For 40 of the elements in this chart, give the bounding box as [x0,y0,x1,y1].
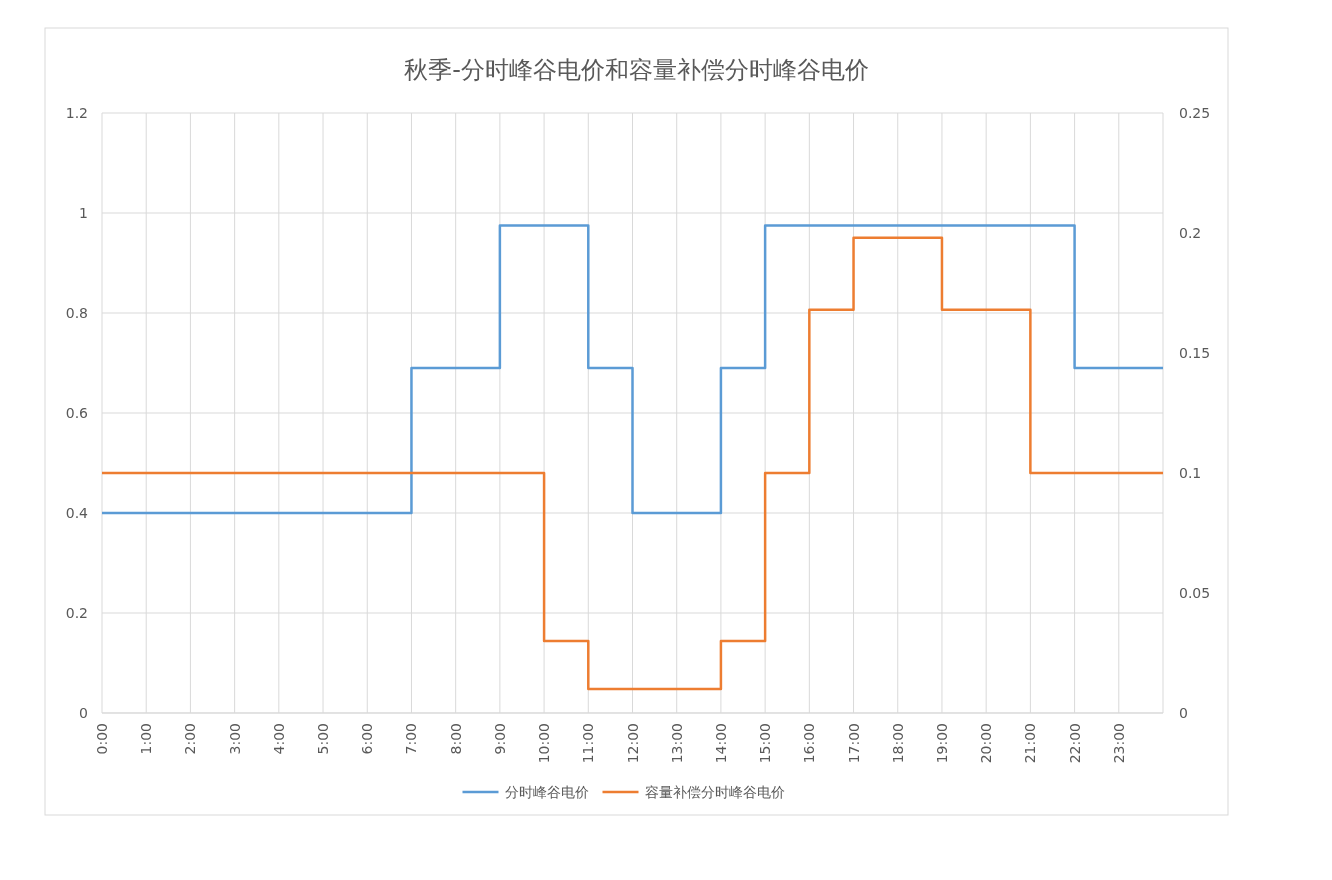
chart-title: 秋季-分时峰谷电价和容量补偿分时峰谷电价 [404,56,869,84]
x-tick-label: 14:00 [712,723,729,764]
x-tick-label: 3:00 [226,723,243,755]
y2-tick-label: 0.25 [1179,105,1211,121]
x-tick-label: 2:00 [182,723,199,755]
x-tick-label: 9:00 [491,723,508,755]
y2-tick-label: 0.1 [1179,465,1202,481]
x-tick-label: 18:00 [889,723,906,764]
x-tick-label: 13:00 [668,723,685,764]
x-tick-label: 21:00 [1022,723,1039,764]
y2-tick-label: 0.2 [1179,225,1202,241]
legend-label: 分时峰谷电价 [504,784,589,800]
x-tick-label: 5:00 [315,723,332,755]
x-tick-label: 10:00 [536,723,553,764]
x-tick-label: 8:00 [447,723,464,755]
y2-tick-label: 0.15 [1179,345,1211,361]
y-tick-label: 1.2 [65,105,88,121]
y-tick-label: 0.8 [65,305,88,321]
legend-label: 容量补偿分时峰谷电价 [644,784,785,800]
y-tick-label: 0.2 [65,605,88,621]
x-tick-label: 22:00 [1066,723,1083,764]
y-tick-label: 1 [79,205,88,221]
x-tick-label: 11:00 [580,723,597,764]
x-tick-label: 1:00 [138,723,155,755]
y-tick-label: 0.6 [65,405,89,421]
y2-tick-label: 0.05 [1179,585,1211,601]
x-tick-label: 20:00 [978,723,995,764]
x-tick-label: 4:00 [270,723,287,755]
x-tick-label: 19:00 [933,723,950,764]
x-tick-label: 15:00 [757,723,774,764]
y-tick-label: 0 [79,705,88,721]
x-tick-label: 0:00 [94,723,110,755]
x-tick-label: 6:00 [359,723,376,755]
x-tick-label: 23:00 [1110,723,1127,764]
y2-tick-label: 0 [1179,705,1188,721]
x-tick-label: 16:00 [801,723,818,764]
y-tick-label: 0.4 [65,505,89,521]
x-tick-label: 12:00 [624,723,641,764]
x-tick-label: 7:00 [403,723,420,755]
x-tick-label: 17:00 [845,723,862,764]
